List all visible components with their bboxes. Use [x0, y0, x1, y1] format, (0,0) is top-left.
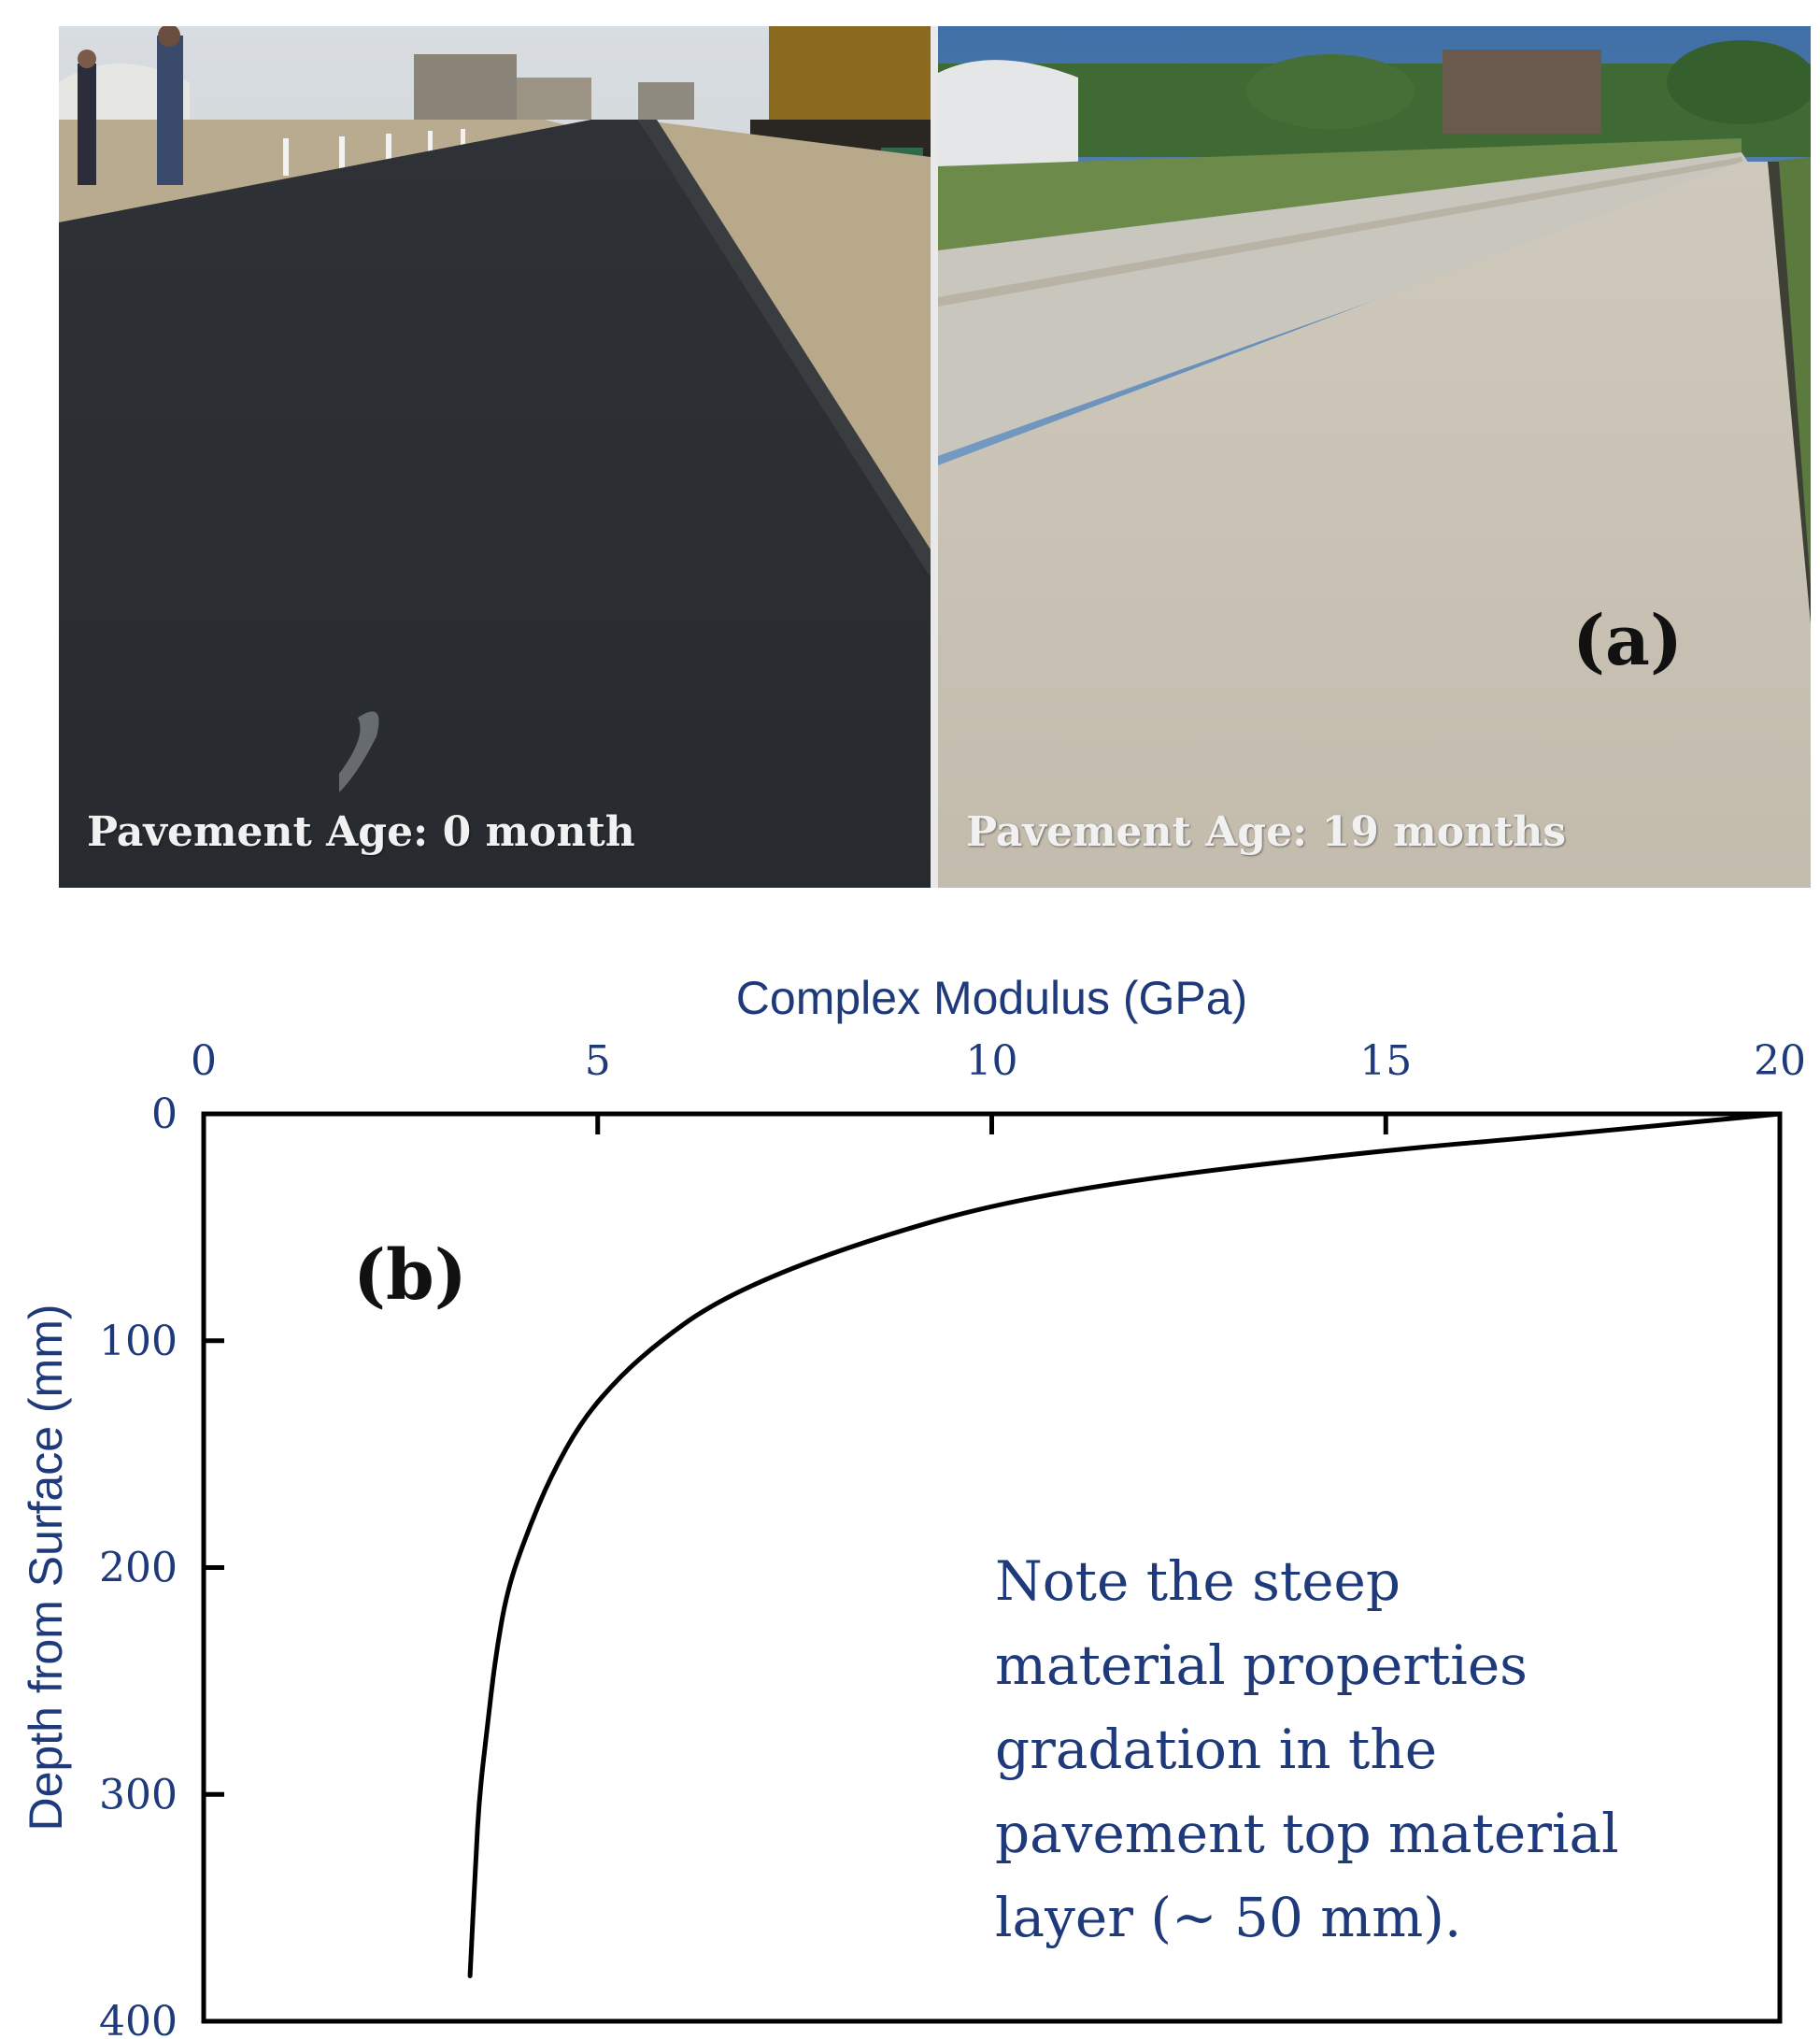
photo-new-pavement: Pavement Age: 0 month — [59, 26, 931, 888]
x-tick-label: 10 — [966, 1037, 1018, 1085]
left-photo-caption: Pavement Age: 0 month — [87, 808, 635, 856]
x-tick-label: 15 — [1359, 1037, 1412, 1085]
photo-divider — [931, 26, 938, 888]
y-tick-label: 400 — [99, 1998, 178, 2039]
x-axis-ticks: 0 5 10 15 20 — [191, 1037, 1806, 1134]
x-tick-label: 20 — [1754, 1037, 1806, 1085]
y-tick-label: 300 — [99, 1771, 178, 1818]
x-tick-label: 5 — [585, 1037, 611, 1085]
series-layer — [467, 1111, 1783, 1978]
y-axis-ticks: 0 100 200 300 400 — [99, 1091, 224, 2039]
photo-aged-pavement: Pavement Age: 19 months — [938, 26, 1811, 888]
x-tick-label: 0 — [191, 1037, 217, 1085]
panel-label-a: (a) — [1572, 601, 1683, 681]
new-pavement-image — [59, 26, 931, 888]
x-axis-title: Complex Modulus (GPa) — [736, 972, 1247, 1024]
series-line — [467, 1111, 1783, 1978]
annotation-line: gradation in the — [995, 1718, 1437, 1781]
y-tick-label: 100 — [99, 1318, 178, 1365]
pavement-photos: Pavement Age: 0 month — [59, 26, 1811, 888]
y-axis-title: Depth from Surface (mm) — [20, 1304, 72, 1831]
annotation-line: Note the steep — [995, 1549, 1401, 1613]
right-photo-caption: Pavement Age: 19 months — [966, 808, 1567, 856]
annotation-line: pavement top material — [995, 1802, 1619, 1865]
panel-label-b: (b) — [353, 1235, 467, 1316]
annotation-note: Note the steep material properties gradati… — [995, 1549, 1619, 1949]
annotation-line: material properties — [995, 1633, 1528, 1697]
annotation-line: layer (~ 50 mm). — [995, 1886, 1461, 1949]
y-tick-label: 200 — [99, 1545, 178, 1592]
y-tick-label: 0 — [151, 1091, 178, 1138]
aged-pavement-image — [938, 26, 1811, 888]
